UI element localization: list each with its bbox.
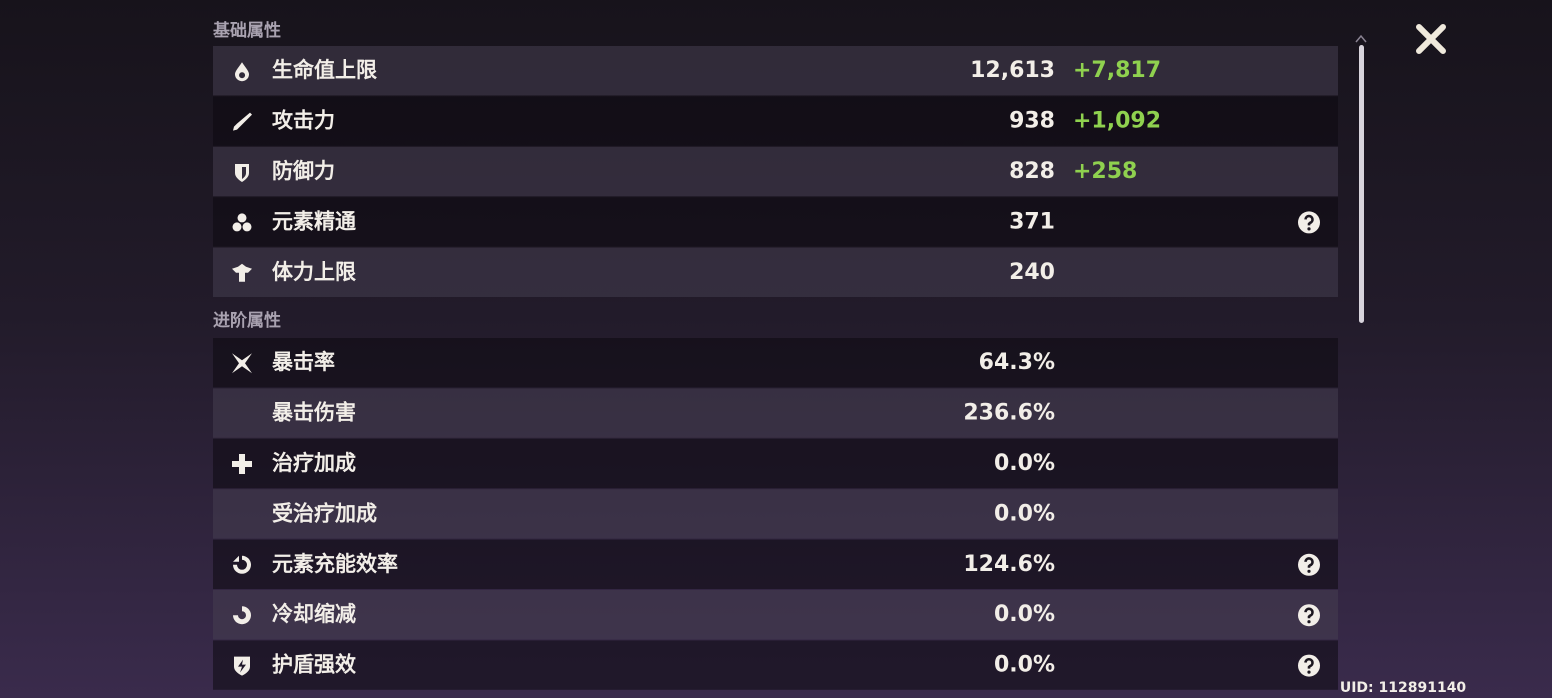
stat-label: 生命值上限 [272,58,377,82]
help-glyph [1304,607,1314,619]
stat-value: 371 [1009,209,1055,234]
row-background [213,640,1338,690]
stat-icon [234,656,250,676]
row-background [213,146,1338,197]
stat-value: 828 [1009,159,1055,184]
stat-bonus: +258 [1073,159,1137,184]
close-icon [1416,24,1446,54]
stat-icon [232,213,252,232]
stat-label: 暴击伤害 [272,401,356,425]
stat-label: 冷却缩减 [272,602,356,626]
stat-value: 124.6% [963,552,1055,577]
stat-value: 938 [1009,109,1055,134]
help-button[interactable] [1298,604,1320,627]
row-background [213,46,1338,96]
scroll-arrow [1355,34,1367,43]
help-button[interactable] [1298,211,1320,234]
stat-icon [233,112,252,131]
stat-row: 护盾强效 0.0% [213,640,1338,690]
stat-row: 受治疗加成 0.0% [213,489,1338,539]
stat-value: 0.0% [994,501,1055,526]
stat-icon [232,454,252,474]
help-button[interactable] [1298,553,1320,576]
stat-value: 0.0% [994,653,1055,678]
stat-label: 护盾强效 [272,653,356,677]
stat-label: 元素充能效率 [272,552,398,576]
row-background [213,590,1338,640]
stat-row: 暴击率 64.3% [213,338,1338,388]
stat-value: 236.6% [963,401,1055,426]
section-title: 基础属性 [212,20,281,41]
row-background [213,438,1338,489]
stat-icon [233,555,251,574]
close-button[interactable] [1416,24,1446,54]
help-glyph [1304,214,1314,226]
help-dot [1307,670,1311,674]
row-background [213,489,1338,539]
stat-icon [232,353,252,374]
section-title: 进阶属性 [213,310,281,331]
stat-label: 受治疗加成 [272,501,377,525]
help-button[interactable] [1298,654,1320,677]
row-background [213,197,1338,247]
stat-icon [232,263,252,282]
stat-icon [235,164,249,182]
stat-row: 暴击伤害 236.6% [213,388,1338,438]
stat-bonus: +7,817 [1073,58,1161,83]
stat-icon [235,62,249,82]
stat-row: 防御力 828 +258 [213,146,1338,197]
stat-label: 治疗加成 [272,451,356,475]
stat-label: 防御力 [272,159,335,183]
stat-row: 体力上限 240 [213,247,1338,297]
row-background [213,388,1338,438]
stat-row: 攻击力 938 +1,092 [213,96,1338,146]
stat-label: 体力上限 [272,260,356,284]
scrollbar [1359,45,1364,323]
stat-value: 64.3% [979,350,1055,375]
stat-label: 元素精通 [272,209,356,233]
uid: UID: 112891140 [1340,680,1467,696]
row-background [213,247,1338,297]
stat-value: 12,613 [970,58,1055,83]
stat-row: 元素充能效率 124.6% [213,539,1338,589]
stat-value: 0.0% [994,451,1055,476]
help-glyph [1304,658,1314,669]
stat-row: 生命值上限 12,613 +7,817 [213,46,1338,96]
help-glyph [1304,557,1314,568]
stat-bonus: +1,092 [1073,109,1161,134]
stat-value: 0.0% [994,602,1055,627]
help-dot [1307,227,1311,231]
stat-value: 240 [1009,260,1055,285]
row-background [213,96,1338,146]
help-dot [1307,569,1311,573]
stat-icon [233,606,251,625]
row-background [213,338,1338,388]
help-dot [1307,620,1311,624]
stat-row: 治疗加成 0.0% [213,438,1338,489]
row-background [213,539,1338,589]
stat-label: 暴击率 [272,350,335,374]
stat-row: 元素精通 371 [213,197,1338,247]
stat-row: 冷却缩减 0.0% [213,590,1338,640]
stat-label: 攻击力 [272,109,335,133]
